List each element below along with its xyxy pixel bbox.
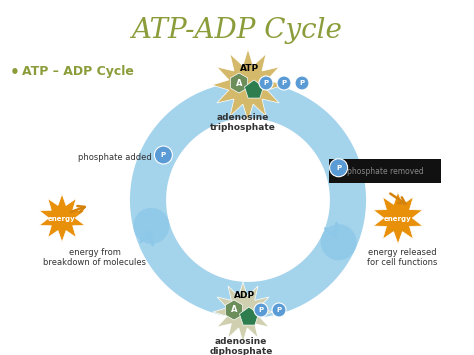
Polygon shape [225,300,243,320]
Text: adenosine
diphosphate: adenosine diphosphate [210,337,273,355]
Polygon shape [239,307,258,325]
Text: P: P [258,307,264,313]
Text: A: A [236,78,242,87]
Polygon shape [373,192,423,244]
Text: P: P [276,307,282,313]
Text: A: A [231,306,237,315]
Polygon shape [212,49,284,121]
Circle shape [277,76,291,90]
Circle shape [259,76,273,90]
Circle shape [155,146,173,164]
Text: P: P [300,80,305,86]
Text: energy: energy [48,216,76,222]
Text: P: P [264,80,269,86]
Polygon shape [245,80,264,98]
Text: P: P [161,152,166,158]
Circle shape [272,303,286,317]
Polygon shape [230,73,247,93]
Text: energy: energy [384,216,412,222]
Circle shape [254,303,268,317]
Text: energy released
for cell functions: energy released for cell functions [367,248,437,267]
Text: energy from
breakdown of molecules: energy from breakdown of molecules [44,248,146,267]
FancyBboxPatch shape [329,159,441,183]
Text: •: • [10,65,20,80]
Polygon shape [39,194,85,242]
Text: phosphate added: phosphate added [78,153,152,163]
Text: ADP: ADP [235,291,255,300]
Text: ATP: ATP [240,64,260,73]
Polygon shape [213,282,273,342]
Circle shape [329,159,347,177]
Text: ATP-ADP Cycle: ATP-ADP Cycle [132,16,342,44]
Text: P: P [336,165,341,171]
Text: P: P [282,80,287,86]
Text: phosphate removed: phosphate removed [346,166,423,175]
Circle shape [295,76,309,90]
Text: ATP – ADP Cycle: ATP – ADP Cycle [22,66,134,78]
Text: adenosine
triphosphate: adenosine triphosphate [210,113,276,132]
